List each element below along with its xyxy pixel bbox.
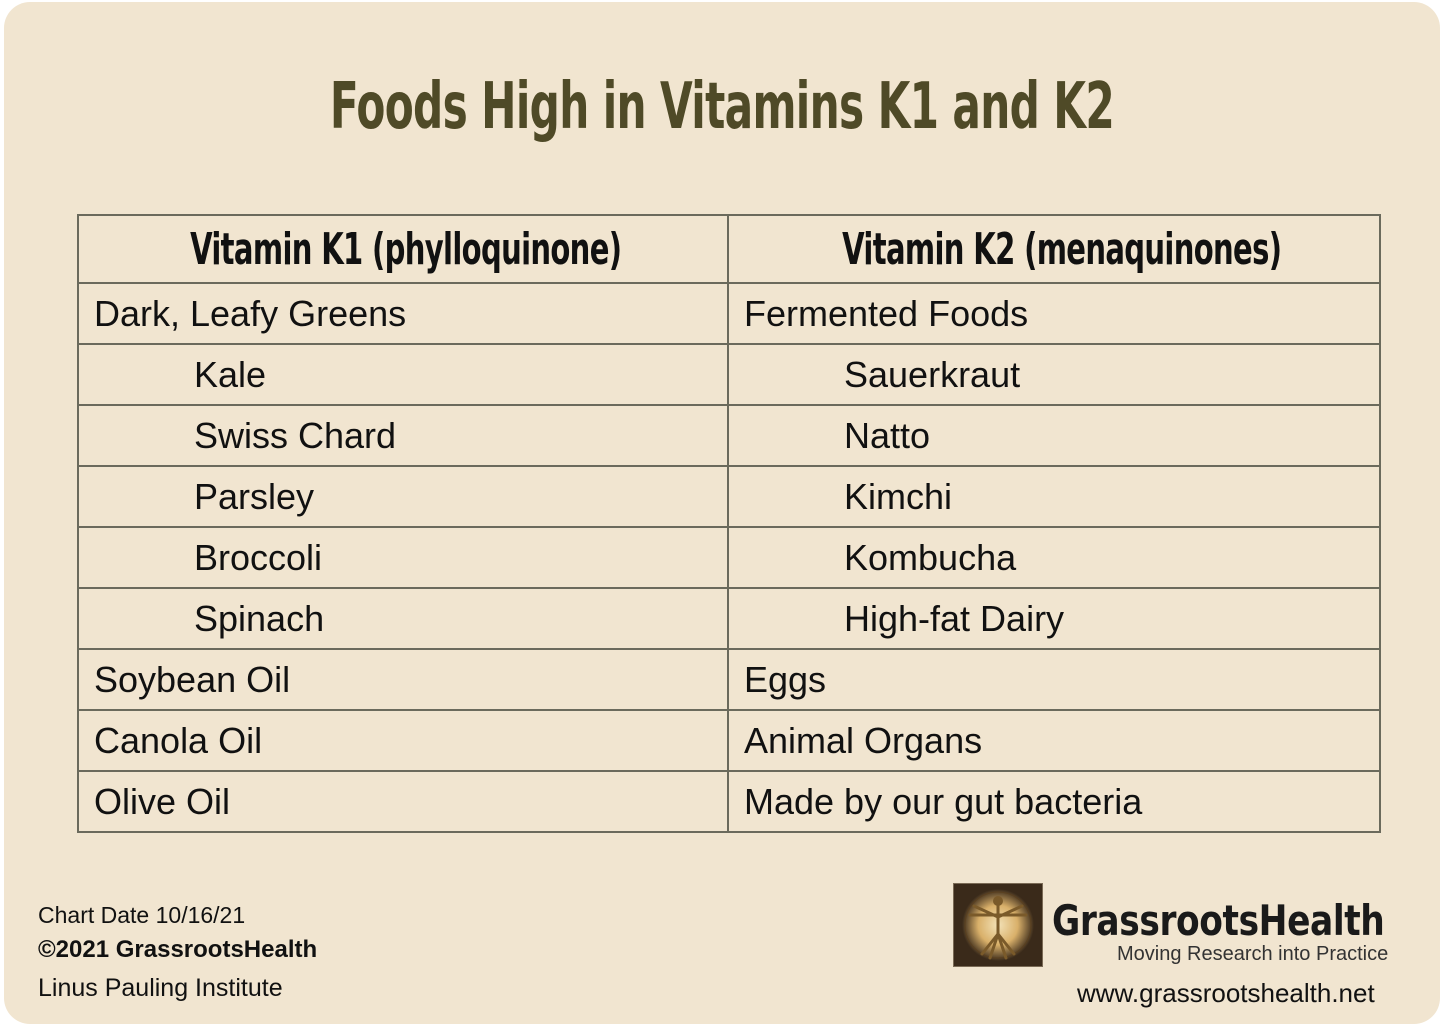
table-cell-k1: Parsley	[77, 465, 729, 528]
table-row: Dark, Leafy Greens Fermented Foods	[77, 282, 1381, 345]
table-cell-k1: Canola Oil	[77, 709, 729, 772]
table-row: Broccoli Kombucha	[77, 526, 1381, 589]
brand-name: GrassrootsHealth	[1052, 896, 1385, 945]
brand-tagline: Moving Research into Practice	[1117, 943, 1389, 965]
table-cell-k1: Swiss Chard	[77, 404, 729, 467]
chart-date: Chart Date 10/16/21	[38, 902, 246, 928]
table-cell-k2: Sauerkraut	[727, 343, 1381, 406]
header-k2-label: Vitamin K2 (menaquinones)	[842, 223, 1282, 275]
header-k1: Vitamin K1 (phylloquinone)	[77, 214, 729, 284]
page-title: Foods High in Vitamins K1 and K2	[329, 70, 1115, 144]
table-cell-k2: High-fat Dairy	[727, 587, 1381, 650]
table-cell-k1: Dark, Leafy Greens	[77, 282, 729, 345]
table-cell-k1: Soybean Oil	[77, 648, 729, 711]
table-header-row: Vitamin K1 (phylloquinone) Vitamin K2 (m…	[77, 214, 1381, 284]
table-cell-k2: Kimchi	[727, 465, 1381, 528]
table-row: Canola Oil Animal Organs	[77, 709, 1381, 772]
header-k1-label: Vitamin K1 (phylloquinone)	[190, 223, 622, 275]
table-row: Kale Sauerkraut	[77, 343, 1381, 406]
table-cell-k2: Made by our gut bacteria	[727, 770, 1381, 833]
table-cell-k2: Natto	[727, 404, 1381, 467]
table-cell-k1: Olive Oil	[77, 770, 729, 833]
foods-table: Vitamin K1 (phylloquinone) Vitamin K2 (m…	[77, 214, 1381, 833]
table-cell-k2: Fermented Foods	[727, 282, 1381, 345]
website-link[interactable]: www.grassrootshealth.net	[1077, 978, 1375, 1008]
footer-info: Chart Date 10/16/21 ©2021 GrassrootsHeal…	[38, 902, 317, 1008]
table-row: Swiss Chard Natto	[77, 404, 1381, 467]
table-row: Parsley Kimchi	[77, 465, 1381, 528]
table-cell-k1: Kale	[77, 343, 729, 406]
table-cell-k2: Eggs	[727, 648, 1381, 711]
copyright: ©2021 GrassrootsHealth	[38, 936, 318, 963]
table-row: Spinach High-fat Dairy	[77, 587, 1381, 650]
table-cell-k1: Spinach	[77, 587, 729, 650]
source: Linus Pauling Institute	[38, 974, 283, 1002]
table-row: Soybean Oil Eggs	[77, 648, 1381, 711]
table-cell-k2: Animal Organs	[727, 709, 1381, 772]
vitruvian-man-icon	[953, 883, 1043, 967]
table-row: Olive Oil Made by our gut bacteria	[77, 770, 1381, 833]
table-cell-k1: Broccoli	[77, 526, 729, 589]
header-k2: Vitamin K2 (menaquinones)	[727, 214, 1381, 284]
table-cell-k2: Kombucha	[727, 526, 1381, 589]
